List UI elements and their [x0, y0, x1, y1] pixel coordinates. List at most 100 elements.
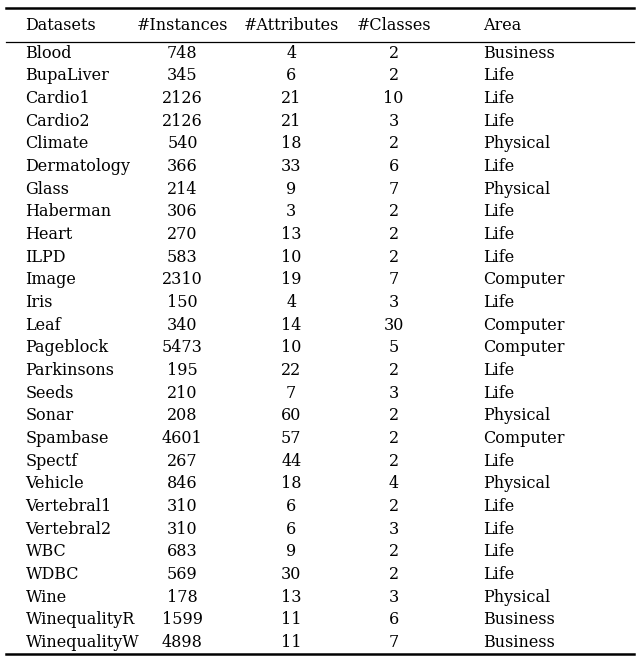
Text: 3: 3 — [388, 385, 399, 402]
Text: Seeds: Seeds — [26, 385, 74, 402]
Text: 21: 21 — [281, 90, 301, 107]
Text: Pageblock: Pageblock — [26, 340, 109, 357]
Text: 11: 11 — [281, 612, 301, 628]
Text: 13: 13 — [281, 589, 301, 606]
Text: Physical: Physical — [483, 181, 550, 198]
Text: 13: 13 — [281, 226, 301, 243]
Text: Life: Life — [483, 68, 515, 85]
Text: 2: 2 — [388, 498, 399, 515]
Text: Life: Life — [483, 362, 515, 379]
Text: 7: 7 — [286, 385, 296, 402]
Text: 2310: 2310 — [162, 271, 203, 289]
Text: 214: 214 — [167, 181, 198, 198]
Text: 340: 340 — [167, 317, 198, 334]
Text: 11: 11 — [281, 634, 301, 651]
Text: 270: 270 — [167, 226, 198, 243]
Text: 3: 3 — [388, 521, 399, 538]
Text: Life: Life — [483, 498, 515, 515]
Text: Vehicle: Vehicle — [26, 475, 84, 493]
Text: 178: 178 — [167, 589, 198, 606]
Text: Glass: Glass — [26, 181, 70, 198]
Text: Life: Life — [483, 249, 515, 266]
Text: 33: 33 — [281, 158, 301, 175]
Text: 44: 44 — [281, 453, 301, 470]
Text: 18: 18 — [281, 136, 301, 152]
Text: 18: 18 — [281, 475, 301, 493]
Text: Cardio1: Cardio1 — [26, 90, 90, 107]
Text: Physical: Physical — [483, 408, 550, 424]
Text: Physical: Physical — [483, 475, 550, 493]
Text: 9: 9 — [286, 544, 296, 561]
Text: 2: 2 — [388, 68, 399, 85]
Text: 7: 7 — [388, 271, 399, 289]
Text: 6: 6 — [286, 521, 296, 538]
Text: 5473: 5473 — [162, 340, 203, 357]
Text: 366: 366 — [167, 158, 198, 175]
Text: #Classes: #Classes — [356, 17, 431, 34]
Text: 2: 2 — [388, 226, 399, 243]
Text: Life: Life — [483, 521, 515, 538]
Text: 683: 683 — [167, 544, 198, 561]
Text: 2: 2 — [388, 544, 399, 561]
Text: Physical: Physical — [483, 136, 550, 152]
Text: BupaLiver: BupaLiver — [26, 68, 109, 85]
Text: 21: 21 — [281, 113, 301, 130]
Text: 2: 2 — [388, 453, 399, 470]
Text: 2: 2 — [388, 249, 399, 266]
Text: 310: 310 — [167, 498, 198, 515]
Text: 30: 30 — [281, 566, 301, 583]
Text: 6: 6 — [388, 158, 399, 175]
Text: Life: Life — [483, 385, 515, 402]
Text: Parkinsons: Parkinsons — [26, 362, 115, 379]
Text: 208: 208 — [167, 408, 198, 424]
Text: 10: 10 — [281, 249, 301, 266]
Text: 846: 846 — [167, 475, 198, 493]
Text: 2: 2 — [388, 430, 399, 447]
Text: ILPD: ILPD — [26, 249, 66, 266]
Text: 4: 4 — [286, 45, 296, 62]
Text: Life: Life — [483, 203, 515, 220]
Text: 4: 4 — [286, 294, 296, 311]
Text: Business: Business — [483, 45, 555, 62]
Text: 10: 10 — [281, 340, 301, 357]
Text: WDBC: WDBC — [26, 566, 79, 583]
Text: 267: 267 — [167, 453, 198, 470]
Text: 310: 310 — [167, 521, 198, 538]
Text: 7: 7 — [388, 634, 399, 651]
Text: 22: 22 — [281, 362, 301, 379]
Text: Image: Image — [26, 271, 76, 289]
Text: Cardio2: Cardio2 — [26, 113, 90, 130]
Text: 4601: 4601 — [162, 430, 203, 447]
Text: Climate: Climate — [26, 136, 89, 152]
Text: 345: 345 — [167, 68, 198, 85]
Text: 2126: 2126 — [162, 113, 203, 130]
Text: Computer: Computer — [483, 430, 564, 447]
Text: 195: 195 — [167, 362, 198, 379]
Text: Physical: Physical — [483, 589, 550, 606]
Text: 2: 2 — [388, 408, 399, 424]
Text: Haberman: Haberman — [26, 203, 112, 220]
Text: Spectf: Spectf — [26, 453, 78, 470]
Text: 6: 6 — [388, 612, 399, 628]
Text: 5: 5 — [388, 340, 399, 357]
Text: 2: 2 — [388, 136, 399, 152]
Text: 210: 210 — [167, 385, 198, 402]
Text: 57: 57 — [281, 430, 301, 447]
Text: WinequalityR: WinequalityR — [26, 612, 135, 628]
Text: 9: 9 — [286, 181, 296, 198]
Text: Iris: Iris — [26, 294, 53, 311]
Text: 2126: 2126 — [162, 90, 203, 107]
Text: WinequalityW: WinequalityW — [26, 634, 140, 651]
Text: 306: 306 — [167, 203, 198, 220]
Text: 150: 150 — [167, 294, 198, 311]
Text: 4: 4 — [388, 475, 399, 493]
Text: Life: Life — [483, 113, 515, 130]
Text: Life: Life — [483, 294, 515, 311]
Text: Life: Life — [483, 566, 515, 583]
Text: 3: 3 — [388, 589, 399, 606]
Text: Vertebral1: Vertebral1 — [26, 498, 112, 515]
Text: 583: 583 — [167, 249, 198, 266]
Text: Heart: Heart — [26, 226, 73, 243]
Text: 19: 19 — [281, 271, 301, 289]
Text: Area: Area — [483, 17, 522, 34]
